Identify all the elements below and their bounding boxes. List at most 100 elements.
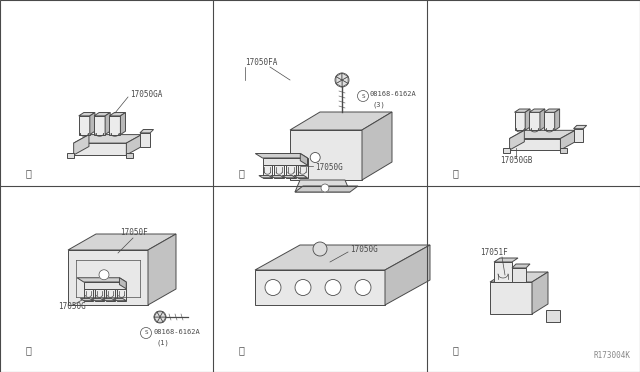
Circle shape — [325, 279, 341, 295]
Text: 17051F: 17051F — [480, 248, 508, 257]
Polygon shape — [336, 77, 342, 83]
Text: S: S — [144, 330, 148, 336]
Polygon shape — [290, 130, 362, 180]
Polygon shape — [512, 268, 526, 282]
Circle shape — [295, 279, 311, 295]
Circle shape — [99, 270, 109, 280]
Polygon shape — [105, 112, 110, 135]
Text: ⓒ: ⓒ — [452, 345, 459, 355]
Polygon shape — [81, 299, 93, 301]
Polygon shape — [529, 112, 540, 130]
Polygon shape — [120, 278, 126, 289]
Polygon shape — [79, 112, 95, 116]
Polygon shape — [255, 245, 430, 270]
Polygon shape — [126, 153, 133, 158]
Polygon shape — [126, 135, 141, 155]
Polygon shape — [160, 317, 166, 322]
Polygon shape — [74, 135, 89, 155]
Polygon shape — [555, 109, 559, 130]
Polygon shape — [157, 312, 163, 317]
Polygon shape — [342, 73, 348, 80]
Polygon shape — [515, 112, 525, 130]
Text: ⓔ: ⓔ — [239, 168, 245, 178]
Polygon shape — [525, 109, 530, 130]
Polygon shape — [160, 312, 166, 317]
Circle shape — [310, 153, 320, 163]
Polygon shape — [509, 130, 575, 138]
Text: (1): (1) — [156, 339, 169, 346]
Polygon shape — [515, 109, 530, 112]
Polygon shape — [294, 176, 307, 178]
Polygon shape — [561, 130, 575, 150]
Polygon shape — [259, 176, 273, 178]
Polygon shape — [544, 109, 559, 112]
Text: 17050FA: 17050FA — [245, 58, 277, 67]
Polygon shape — [68, 250, 148, 305]
Polygon shape — [540, 109, 545, 130]
Polygon shape — [154, 317, 160, 322]
Polygon shape — [68, 234, 176, 250]
Polygon shape — [529, 109, 545, 112]
Polygon shape — [295, 186, 358, 192]
Polygon shape — [84, 289, 93, 301]
Polygon shape — [512, 264, 530, 268]
Polygon shape — [271, 176, 284, 178]
Polygon shape — [255, 270, 385, 305]
Polygon shape — [362, 112, 392, 180]
Text: ⓓ: ⓓ — [26, 168, 32, 178]
Polygon shape — [113, 299, 126, 301]
Polygon shape — [544, 112, 555, 130]
Circle shape — [141, 327, 152, 339]
Circle shape — [265, 279, 281, 295]
Polygon shape — [140, 133, 150, 147]
Polygon shape — [79, 116, 90, 135]
Circle shape — [321, 184, 329, 192]
Text: (3): (3) — [373, 101, 386, 108]
Text: ⓐ: ⓐ — [26, 345, 32, 355]
Polygon shape — [298, 165, 307, 178]
Text: R173004K: R173004K — [593, 351, 630, 360]
Polygon shape — [561, 148, 567, 153]
Text: 17050GB: 17050GB — [500, 156, 532, 165]
Polygon shape — [336, 73, 342, 80]
Polygon shape — [494, 262, 512, 282]
Circle shape — [313, 242, 327, 256]
Polygon shape — [77, 278, 126, 282]
Polygon shape — [94, 112, 110, 116]
Polygon shape — [74, 143, 126, 155]
Polygon shape — [154, 312, 160, 317]
Polygon shape — [140, 129, 154, 133]
Polygon shape — [290, 112, 392, 130]
Polygon shape — [300, 154, 307, 165]
Polygon shape — [490, 282, 532, 314]
Polygon shape — [90, 112, 95, 135]
Polygon shape — [94, 116, 105, 135]
Polygon shape — [67, 153, 74, 158]
Text: 17050G: 17050G — [58, 302, 86, 311]
Polygon shape — [106, 289, 115, 301]
Polygon shape — [295, 180, 350, 192]
Polygon shape — [84, 282, 126, 289]
Text: ⓑ: ⓑ — [239, 345, 245, 355]
Circle shape — [355, 279, 371, 295]
Polygon shape — [490, 272, 548, 282]
Polygon shape — [262, 158, 307, 165]
Polygon shape — [509, 130, 524, 150]
Polygon shape — [573, 125, 587, 129]
Polygon shape — [282, 176, 296, 178]
Polygon shape — [573, 129, 584, 142]
Circle shape — [358, 90, 369, 102]
Polygon shape — [120, 112, 125, 135]
Polygon shape — [494, 258, 518, 262]
Polygon shape — [532, 272, 548, 314]
Polygon shape — [109, 112, 125, 116]
Polygon shape — [286, 165, 296, 178]
Text: S: S — [361, 93, 365, 99]
Polygon shape — [117, 289, 126, 301]
Polygon shape — [274, 165, 284, 178]
Text: 08168-6162A: 08168-6162A — [370, 91, 417, 97]
Text: 17050F: 17050F — [120, 228, 148, 237]
Polygon shape — [255, 154, 307, 158]
Text: 17050GA: 17050GA — [130, 90, 163, 99]
Polygon shape — [74, 135, 141, 143]
